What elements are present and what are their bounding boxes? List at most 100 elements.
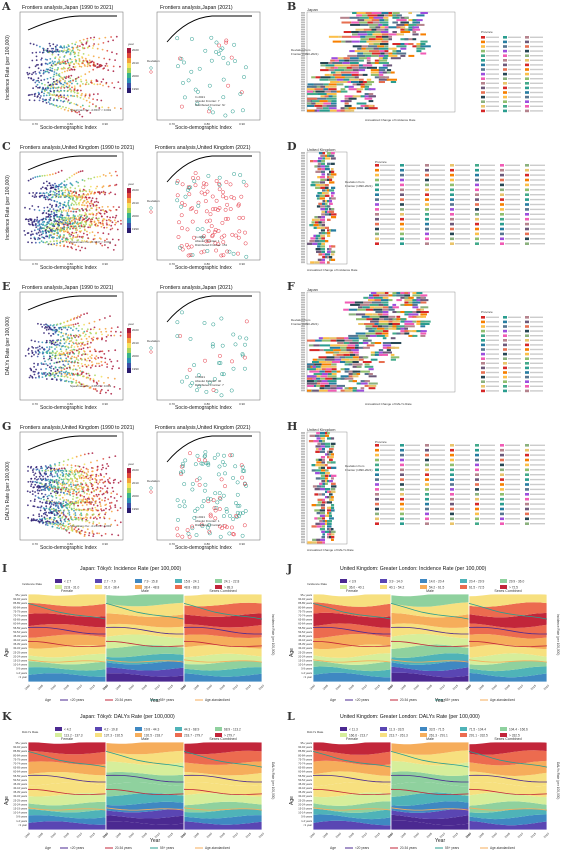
province-bar-segment — [334, 356, 340, 359]
trajectory-point — [73, 469, 76, 472]
trajectory-point — [37, 205, 40, 208]
trajectory-point — [60, 375, 63, 377]
province-bar-segment — [348, 334, 358, 337]
province-legend-text — [405, 189, 420, 191]
province-bar-segment — [384, 45, 389, 48]
trajectory-point — [60, 99, 62, 102]
trajectory-point — [77, 525, 80, 527]
trajectory-point — [70, 89, 73, 92]
trajectory-point — [99, 221, 102, 224]
province-bar-segment — [322, 202, 325, 205]
year-label-mark — [301, 181, 305, 184]
trajectory-point — [88, 45, 91, 47]
province-legend-text — [430, 194, 445, 196]
trajectory-point — [39, 192, 42, 194]
province-bar-segment — [317, 160, 322, 163]
province-legend-swatch — [475, 213, 479, 216]
province-bar-segment — [420, 308, 424, 311]
trajectory-point — [80, 65, 83, 68]
trajectory-point — [73, 53, 76, 55]
trajectory-point — [92, 44, 95, 47]
province-bar-segment — [365, 327, 372, 330]
trajectory-point — [55, 468, 58, 470]
trajectory-point — [32, 78, 35, 81]
trajectory-point — [53, 90, 56, 92]
province-bar-segment — [307, 109, 315, 112]
trajectory-point — [66, 507, 69, 510]
province-bar-segment — [353, 69, 359, 72]
decrease-point — [175, 180, 179, 185]
province-legend-text — [505, 208, 520, 211]
province-legend-text — [480, 218, 495, 220]
trajectory-point — [70, 327, 72, 330]
trajectory-point — [71, 95, 74, 97]
trajectory-point — [88, 190, 91, 193]
trajectory-point — [77, 352, 80, 355]
trajectory-point — [30, 237, 32, 240]
province-bar-segment — [311, 90, 316, 93]
province-bar-segment — [390, 71, 395, 74]
province-legend-swatch — [500, 203, 504, 206]
trajectory-point — [106, 491, 109, 494]
trajectory-point — [67, 201, 70, 204]
decrease-point — [219, 393, 224, 398]
trajectory-point — [71, 198, 74, 201]
trajectory-point — [59, 183, 62, 186]
trajectory-point — [43, 372, 45, 374]
trajectory-point — [28, 192, 31, 195]
province-bar-segment — [375, 332, 382, 335]
province-bar-segment — [320, 208, 325, 211]
province-legend-text — [380, 213, 395, 215]
province-legend-text — [530, 218, 545, 220]
trajectory-point — [40, 58, 42, 61]
trajectory-point — [32, 519, 34, 522]
province-bar-segment — [348, 88, 359, 91]
trajectory-point — [93, 320, 96, 323]
trajectory-point — [39, 348, 41, 350]
trajectory-point — [63, 338, 65, 341]
trajectory-point — [52, 233, 55, 235]
province-legend-swatch — [500, 222, 504, 226]
trajectory-point — [44, 489, 47, 491]
trajectory-point — [70, 190, 72, 193]
province-bar-segment — [373, 294, 380, 297]
trajectory-point — [119, 480, 122, 483]
province-bar-segment — [328, 382, 337, 385]
province-bar-segment — [392, 31, 397, 34]
trajectory-point — [54, 60, 56, 63]
trajectory-point — [48, 234, 51, 237]
legend-decrease-dot — [149, 206, 153, 210]
decrease-point — [175, 320, 180, 325]
year-label-mark — [301, 21, 305, 24]
province-bar-segment — [400, 330, 407, 333]
trajectory-point — [29, 218, 31, 220]
trajectory-point — [61, 214, 64, 217]
trajectory-point — [75, 358, 78, 360]
trajectory-point — [55, 244, 58, 247]
trajectory-point — [96, 337, 99, 340]
province-legend-swatch — [481, 54, 485, 57]
province-legend-swatch — [525, 343, 529, 347]
trajectory-point — [81, 246, 83, 249]
year-label-mark — [301, 346, 305, 349]
trajectory-point — [95, 212, 98, 215]
province-bar-segment — [325, 184, 329, 187]
trajectory-point — [71, 247, 73, 250]
trajectory-point — [39, 485, 42, 488]
year-colorbar-segment — [127, 353, 131, 358]
province-bar-segment — [382, 346, 390, 349]
province-bar-segment — [384, 52, 389, 55]
province-bar-segment — [381, 35, 389, 38]
province-bar-segment — [355, 353, 359, 356]
trajectory-point — [67, 518, 70, 520]
trajectory-point — [74, 518, 77, 521]
province-bar-segment — [325, 64, 335, 67]
trajectory-point — [97, 231, 99, 234]
province-legend-text — [530, 238, 545, 240]
decrease-point — [217, 175, 222, 180]
province-bar-segment — [378, 47, 389, 50]
trajectory-point — [62, 206, 64, 209]
trajectory-point — [48, 326, 51, 329]
trajectory-point — [87, 226, 90, 229]
trajectory-point — [59, 244, 62, 247]
